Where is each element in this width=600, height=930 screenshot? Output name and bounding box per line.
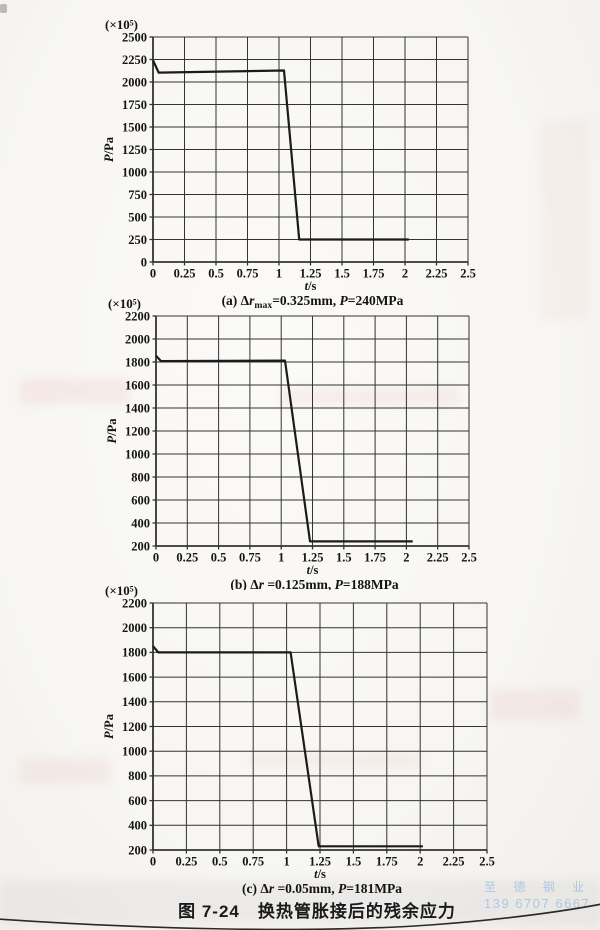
svg-text:2.5: 2.5 xyxy=(479,855,495,869)
svg-text:0.25: 0.25 xyxy=(174,267,196,281)
svg-text:1: 1 xyxy=(283,855,289,869)
svg-text:800: 800 xyxy=(128,769,147,783)
x-axis-label: t/s xyxy=(307,563,319,577)
svg-text:1250: 1250 xyxy=(122,143,147,157)
svg-text:0.75: 0.75 xyxy=(239,551,261,565)
svg-text:1400: 1400 xyxy=(122,695,147,709)
svg-text:2250: 2250 xyxy=(122,53,147,67)
svg-text:0: 0 xyxy=(141,255,147,269)
chart-caption: (c) Δr =0.05mm, P=181MPa xyxy=(242,881,402,896)
watermark-phone: 139 6707 6667 xyxy=(484,896,591,911)
svg-text:0.25: 0.25 xyxy=(176,551,198,565)
svg-text:2000: 2000 xyxy=(122,621,147,635)
svg-text:400: 400 xyxy=(131,516,150,530)
svg-text:2.25: 2.25 xyxy=(427,551,449,565)
svg-text:1200: 1200 xyxy=(125,424,150,438)
svg-text:1: 1 xyxy=(278,551,284,565)
chart-caption: (a) Δrmax=0.325mm, P=240MPa xyxy=(222,293,404,310)
svg-text:400: 400 xyxy=(128,819,147,833)
svg-text:1800: 1800 xyxy=(125,355,150,369)
svg-text:750: 750 xyxy=(128,188,147,202)
svg-text:2: 2 xyxy=(403,551,409,565)
svg-text:0.25: 0.25 xyxy=(175,855,197,869)
svg-text:2200: 2200 xyxy=(122,596,147,610)
curve-residual-pressure xyxy=(152,645,423,848)
svg-text:0.5: 0.5 xyxy=(211,551,227,565)
axis-tick-labels: 0 250 500 750 1000 1250 1500 1750 2000 2250 2500 0 0… xyxy=(122,30,476,280)
scan-speck xyxy=(0,4,7,13)
svg-text:1750: 1750 xyxy=(122,98,147,112)
chart-c: 200 400 600 800 1000 1200 1400 1600 1800 2000 2200… xyxy=(102,585,495,896)
axis-tick-labels: 200 400 600 800 1000 1200 1400 1600 1800 2000 2200… xyxy=(122,596,495,868)
svg-text:1600: 1600 xyxy=(122,670,147,684)
svg-text:2.5: 2.5 xyxy=(461,551,477,565)
svg-text:1.75: 1.75 xyxy=(376,855,398,869)
y-axis-unit-label: (×10⁵) xyxy=(105,585,138,598)
svg-text:500: 500 xyxy=(128,210,147,224)
svg-text:2.25: 2.25 xyxy=(426,267,448,281)
svg-text:1.25: 1.25 xyxy=(302,551,324,565)
svg-text:2200: 2200 xyxy=(125,309,150,323)
y-axis-label: P/Pa xyxy=(102,136,116,162)
svg-text:1.75: 1.75 xyxy=(364,551,386,565)
svg-text:2500: 2500 xyxy=(122,30,147,44)
svg-text:600: 600 xyxy=(131,493,150,507)
svg-text:1400: 1400 xyxy=(125,401,150,415)
svg-text:800: 800 xyxy=(131,470,150,484)
svg-text:2000: 2000 xyxy=(125,332,150,346)
y-axis-unit-label: (×10⁵) xyxy=(108,298,141,311)
watermark-company: 至 德 钢 业 xyxy=(484,880,592,894)
axis-tick-labels: 200 400 600 800 1000 1200 1400 1600 1800 2000 2200… xyxy=(125,309,477,564)
svg-text:200: 200 xyxy=(128,843,147,857)
y-axis-unit-label: (×10⁵) xyxy=(105,17,138,32)
svg-text:0: 0 xyxy=(153,551,159,565)
svg-text:2.5: 2.5 xyxy=(460,267,476,281)
svg-text:2: 2 xyxy=(417,855,423,869)
svg-text:2000: 2000 xyxy=(122,75,147,89)
chart-caption: (b) Δr =0.125mm, P=188MPa xyxy=(230,577,398,590)
svg-text:1.25: 1.25 xyxy=(300,267,322,281)
svg-text:2.25: 2.25 xyxy=(443,855,465,869)
svg-text:1.5: 1.5 xyxy=(336,551,352,565)
svg-text:0: 0 xyxy=(150,855,156,869)
svg-text:1000: 1000 xyxy=(125,447,150,461)
x-axis-label: t/s xyxy=(305,279,317,293)
svg-text:600: 600 xyxy=(128,794,147,808)
svg-text:1.75: 1.75 xyxy=(363,267,385,281)
svg-text:1000: 1000 xyxy=(122,745,147,759)
y-axis-label: P/Pa xyxy=(105,418,119,444)
svg-text:1.5: 1.5 xyxy=(346,855,362,869)
svg-text:0.5: 0.5 xyxy=(208,267,224,281)
svg-text:0.5: 0.5 xyxy=(212,855,228,869)
svg-text:1500: 1500 xyxy=(122,120,147,134)
chart-a: 0 250 500 750 1000 1250 1500 1750 2000 2250 2500 0 0… xyxy=(102,17,476,310)
svg-text:0.75: 0.75 xyxy=(242,855,264,869)
watermark: 至 德 钢 业 139 6707 6667 xyxy=(484,878,600,911)
grid xyxy=(149,602,488,854)
svg-text:2: 2 xyxy=(402,267,408,281)
svg-text:1: 1 xyxy=(276,267,282,281)
svg-text:1.25: 1.25 xyxy=(309,855,331,869)
svg-text:200: 200 xyxy=(131,539,150,553)
svg-text:1800: 1800 xyxy=(122,646,147,660)
curve-residual-pressure xyxy=(155,354,413,543)
grid xyxy=(149,36,469,266)
svg-text:1000: 1000 xyxy=(122,165,147,179)
chart-b: 200 400 600 800 1000 1200 1400 1600 1800 2000 2200… xyxy=(105,298,477,590)
svg-text:0: 0 xyxy=(150,267,156,281)
svg-text:0.75: 0.75 xyxy=(237,267,259,281)
curve-residual-pressure xyxy=(152,59,409,241)
x-axis-label: t/s xyxy=(314,867,326,881)
svg-text:1.5: 1.5 xyxy=(334,267,350,281)
y-axis-label: P/Pa xyxy=(102,713,116,739)
grid xyxy=(152,315,470,550)
svg-text:1200: 1200 xyxy=(122,720,147,734)
svg-text:250: 250 xyxy=(128,233,147,247)
svg-text:1600: 1600 xyxy=(125,378,150,392)
